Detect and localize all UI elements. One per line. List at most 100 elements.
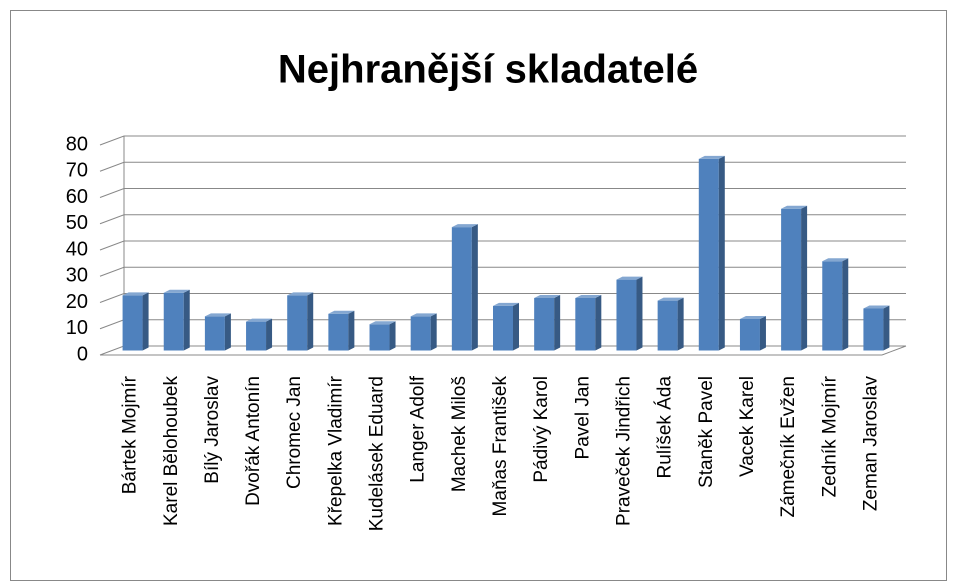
bar-side [389,321,396,351]
bar [534,295,561,351]
bar-side [224,313,231,351]
grid-line [99,188,906,198]
bar-top [122,292,149,296]
bar [739,316,766,351]
grid-line [99,135,906,146]
x-tick-label: Karel Bělohoubek [161,376,182,526]
y-tick-label: 10 [66,317,88,339]
x-tick-label: Staněk Pavel [696,376,717,488]
y-tick-label: 60 [66,186,88,208]
bar-side [883,305,890,351]
bar-front [657,300,678,351]
bar-side [801,205,808,351]
bar-front [328,313,349,351]
bar [863,305,890,351]
bar [287,292,314,351]
bar-front [287,295,308,351]
bar [575,295,602,351]
bar-top [369,321,396,325]
x-tick-label: Zedník Mojmír [819,375,840,497]
grid-line [99,161,906,172]
bar-front [122,295,143,351]
bar [328,310,355,351]
x-tick-label: Kudelásek Eduard [367,376,388,531]
bar-top [534,295,561,298]
bar-front [493,305,513,351]
bar-front [822,261,843,351]
y-tick-label: 20 [66,291,88,313]
x-tick-label: Křepelka Vladimír [325,375,346,526]
bar [163,289,190,351]
bar-front [575,298,596,351]
bar [451,224,478,351]
bar-top [451,224,478,228]
bar-side [348,310,355,351]
bar-front [739,319,760,351]
bar-side [842,258,849,351]
bar-top [616,276,643,280]
x-tick-label: Praveček Jindřich [613,376,634,526]
axis-line [881,345,907,356]
bar [698,155,725,351]
bar [122,292,149,351]
bar-front [863,308,884,351]
y-tick-label: 70 [66,160,88,182]
bar-front [246,321,267,351]
x-tick-label: Pádivý Karol [531,376,552,483]
bar [822,258,849,351]
bar-front [781,208,802,351]
bar-top [287,292,314,296]
x-tick-label: Pavel Jan [572,376,593,459]
x-tick-label: Dvořák Antonín [243,376,264,506]
bar [493,302,519,351]
bar-side [307,292,314,351]
bar-side [142,292,149,351]
bar [616,276,643,351]
bar-front [369,324,390,351]
y-tick-label: 30 [66,265,88,287]
x-tick-label: Vacek Karel [737,376,758,477]
bar-side [513,302,519,351]
bar [369,321,396,351]
bar-side [677,297,684,351]
x-tick-label: Zámečník Evžen [778,376,799,518]
bar [204,313,231,351]
bar-side [430,313,437,351]
x-tick-label: Rulíšek Áda [655,376,676,479]
bar [657,297,684,351]
bar-top [739,316,766,319]
bar-front [616,279,637,351]
bar-top [822,258,849,262]
bar [246,318,273,351]
x-tick-label: Zeman Jaroslav [860,376,881,512]
bar-top [657,297,684,301]
chart-title: Nejhranější skladatelé [278,48,698,92]
x-tick-label: Bílý Jaroslav [202,376,223,484]
bar-front [698,158,719,351]
bar-front [163,292,184,351]
x-tick-label: Chromec Jan [284,376,305,489]
bar-front [451,227,472,351]
bar-side [554,295,561,351]
y-tick-label: 0 [77,343,88,365]
bar-side [471,224,478,351]
bar [781,205,808,351]
bar-top [575,295,602,298]
x-tick-label: Langer Adolf [408,375,429,482]
bar-top [698,155,725,159]
bar-top [863,305,890,309]
bar-top [410,313,437,317]
bar-side [595,295,602,351]
bar-top [781,205,808,209]
bar-top [204,313,231,317]
y-tick-label: 80 [66,133,88,155]
bar-side [183,289,190,351]
x-tick-label: Bártek Mojmír [120,375,141,494]
bar-side [718,155,725,351]
x-tick-label: Maňas František [490,376,511,517]
bar-top [328,310,355,314]
grid-line [99,214,906,225]
grid-line [99,266,906,277]
bar-front [410,316,431,351]
grid-line [99,240,906,251]
